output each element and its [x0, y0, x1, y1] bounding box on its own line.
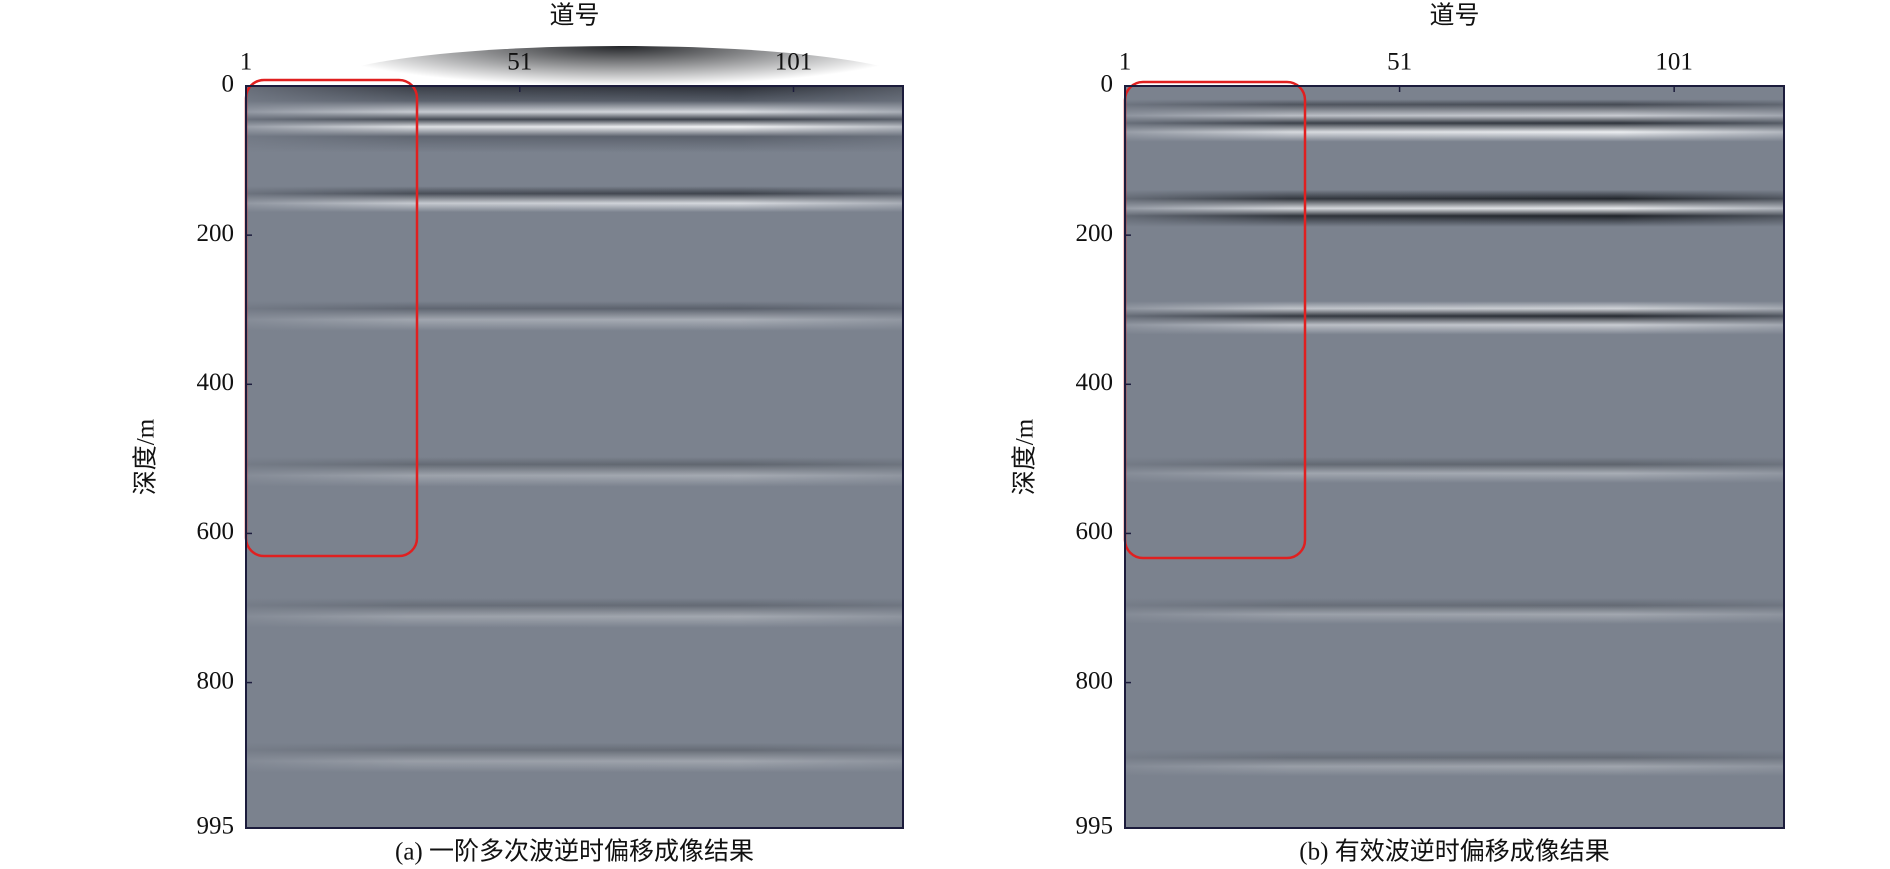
y-tick-label: 0 [222, 71, 235, 98]
y-tick-label: 0 [1101, 71, 1114, 98]
y-tick-label: 800 [1076, 667, 1114, 694]
x-axis-label: 道号 [549, 2, 599, 30]
x-tick-label: 1 [1119, 49, 1132, 76]
y-tick-label: 600 [197, 518, 235, 545]
seismic-image-b [1123, 80, 1784, 828]
y-axis-label: 深度/m [1011, 418, 1039, 495]
plot-frame [245, 85, 904, 829]
y-tick-label: 995 [1076, 813, 1114, 840]
panel-caption: (b) 有效波逆时偏移成像结果 [1299, 838, 1609, 866]
plot-frame [1124, 85, 1785, 829]
x-tick-label: 101 [1655, 49, 1693, 76]
y-tick-label: 600 [1076, 518, 1114, 545]
y-axis-label: 深度/m [132, 418, 160, 495]
panel-caption: (a) 一阶多次波逆时偏移成像结果 [395, 838, 754, 866]
y-tick-label: 200 [197, 220, 235, 247]
y-tick-label: 200 [1076, 220, 1114, 247]
x-tick-label: 51 [507, 49, 532, 76]
seismic-image-a [244, 46, 920, 828]
x-tick-label: 1 [240, 49, 253, 76]
x-axis-label: 道号 [1429, 2, 1479, 30]
y-tick-label: 995 [197, 813, 235, 840]
y-tick-label: 400 [1076, 369, 1114, 396]
x-tick-label: 51 [1387, 49, 1412, 76]
y-tick-label: 400 [197, 369, 235, 396]
y-tick-label: 800 [197, 667, 235, 694]
x-tick-label: 101 [775, 49, 813, 76]
